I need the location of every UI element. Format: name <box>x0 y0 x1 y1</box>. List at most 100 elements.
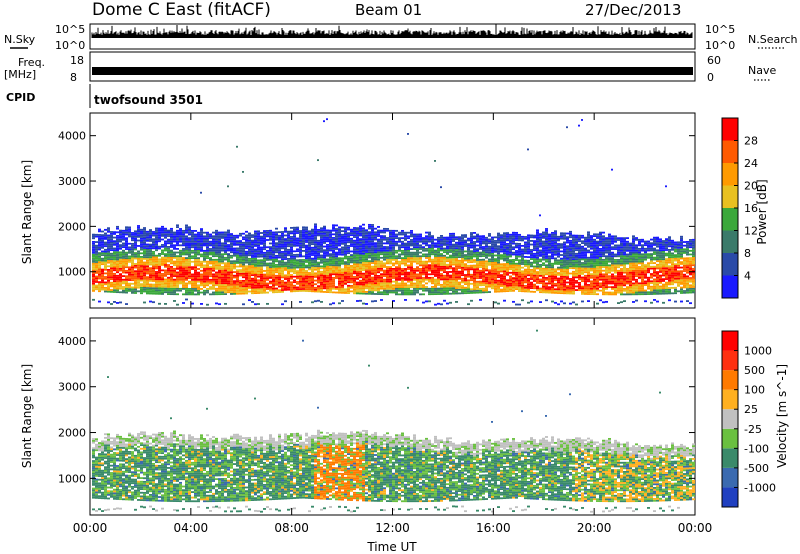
heatmap-cell <box>470 235 473 238</box>
heatmap-cell <box>323 280 326 282</box>
heatmap-cell <box>458 247 461 249</box>
heatmap-cell <box>362 250 365 253</box>
heatmap-cell <box>155 236 158 239</box>
heatmap-cell <box>119 264 122 266</box>
heatmap-cell <box>392 291 395 294</box>
heatmap-cell <box>290 232 293 235</box>
heatmap-cell <box>413 244 416 247</box>
heatmap-cell <box>359 254 362 257</box>
heatmap-cell <box>251 245 254 247</box>
heatmap-cell <box>404 246 407 249</box>
heatmap-cell <box>461 274 464 277</box>
heatmap-cell <box>287 276 290 278</box>
heatmap-cell <box>272 236 275 239</box>
heatmap-cell <box>170 266 173 268</box>
heatmap-cell <box>482 247 485 250</box>
heatmap-cell <box>155 281 158 284</box>
heatmap-cell <box>203 244 206 247</box>
heatmap-cell <box>302 244 305 247</box>
heatmap-cell <box>140 263 143 266</box>
heatmap-cell <box>437 269 440 272</box>
heatmap-cell <box>428 269 431 272</box>
heatmap-cell <box>293 284 296 287</box>
heatmap-cell <box>347 275 350 278</box>
heatmap-cell <box>251 250 254 253</box>
heatmap-cell <box>305 259 308 262</box>
heatmap-cell <box>161 274 164 277</box>
heatmap-cell <box>473 241 476 243</box>
heatmap-cell <box>386 246 389 248</box>
heatmap-cell <box>140 277 143 280</box>
heatmap-cell <box>251 270 254 273</box>
heatmap-cell <box>347 241 350 244</box>
heatmap-cell <box>92 270 95 272</box>
heatmap-cell <box>191 244 194 247</box>
heatmap-cell <box>332 255 335 258</box>
heatmap-cell <box>260 248 263 251</box>
heatmap-cell <box>377 242 380 245</box>
heatmap-cell <box>431 291 434 294</box>
heatmap-cell <box>386 282 389 285</box>
heatmap-cell <box>335 275 338 278</box>
heatmap-cell <box>128 282 131 285</box>
heatmap-cell <box>146 267 149 269</box>
heatmap-cell <box>179 240 182 243</box>
heatmap-cell <box>308 282 311 285</box>
heatmap-cell <box>209 268 212 270</box>
heatmap-cell <box>98 254 101 256</box>
heatmap-cell <box>407 266 410 269</box>
heatmap-cell <box>290 286 293 289</box>
heatmap-cell <box>317 247 320 249</box>
heatmap-cell <box>413 237 416 240</box>
heatmap-cell <box>107 281 110 284</box>
heatmap-cell <box>494 267 497 270</box>
heatmap-cell <box>110 260 113 262</box>
heatmap-cell <box>107 279 110 282</box>
heatmap-cell <box>158 247 161 250</box>
heatmap-cell <box>140 237 143 240</box>
heatmap-cell <box>209 233 212 236</box>
heatmap-cell <box>326 240 329 243</box>
heatmap-cell <box>155 249 158 252</box>
heatmap-cell <box>356 270 359 273</box>
heatmap-cell <box>143 290 146 293</box>
heatmap-cell <box>197 277 200 279</box>
heatmap-cell <box>152 301 155 304</box>
heatmap-cell <box>455 292 458 295</box>
heatmap-cell <box>170 275 173 277</box>
heatmap-cell <box>491 252 494 255</box>
heatmap-cell <box>497 268 500 271</box>
heatmap-cell <box>260 242 263 245</box>
heatmap-cell <box>98 275 101 278</box>
heatmap-cell <box>167 267 170 270</box>
heatmap-cell <box>380 265 383 268</box>
heatmap-cell <box>122 255 125 258</box>
heatmap-cell <box>482 280 485 283</box>
heatmap-cell <box>347 286 350 289</box>
heatmap-cell <box>401 249 404 252</box>
heatmap-cell <box>311 268 314 271</box>
heatmap-cell <box>395 278 398 281</box>
heatmap-cell <box>188 242 191 245</box>
heatmap-cell <box>128 242 131 245</box>
heatmap-cell <box>380 236 383 239</box>
heatmap-cell <box>497 258 500 260</box>
heatmap-cell <box>107 274 110 277</box>
heatmap-cell <box>341 241 344 243</box>
heatmap-cell <box>161 244 164 246</box>
heatmap-cell <box>425 266 428 268</box>
heatmap-cell <box>215 267 218 270</box>
heatmap-cell <box>140 290 143 293</box>
heatmap-cell <box>404 251 407 254</box>
heatmap-cell <box>230 240 233 243</box>
heatmap-cell <box>398 248 401 250</box>
heatmap-cell <box>431 246 434 248</box>
heatmap-cell <box>389 269 392 272</box>
heatmap-cell <box>491 251 494 253</box>
heatmap-cell <box>404 259 407 261</box>
heatmap-cell <box>182 249 185 252</box>
heatmap-cell <box>233 238 236 241</box>
heatmap-cell <box>140 234 143 237</box>
heatmap-cell <box>305 288 308 291</box>
heatmap-cell <box>167 238 170 241</box>
